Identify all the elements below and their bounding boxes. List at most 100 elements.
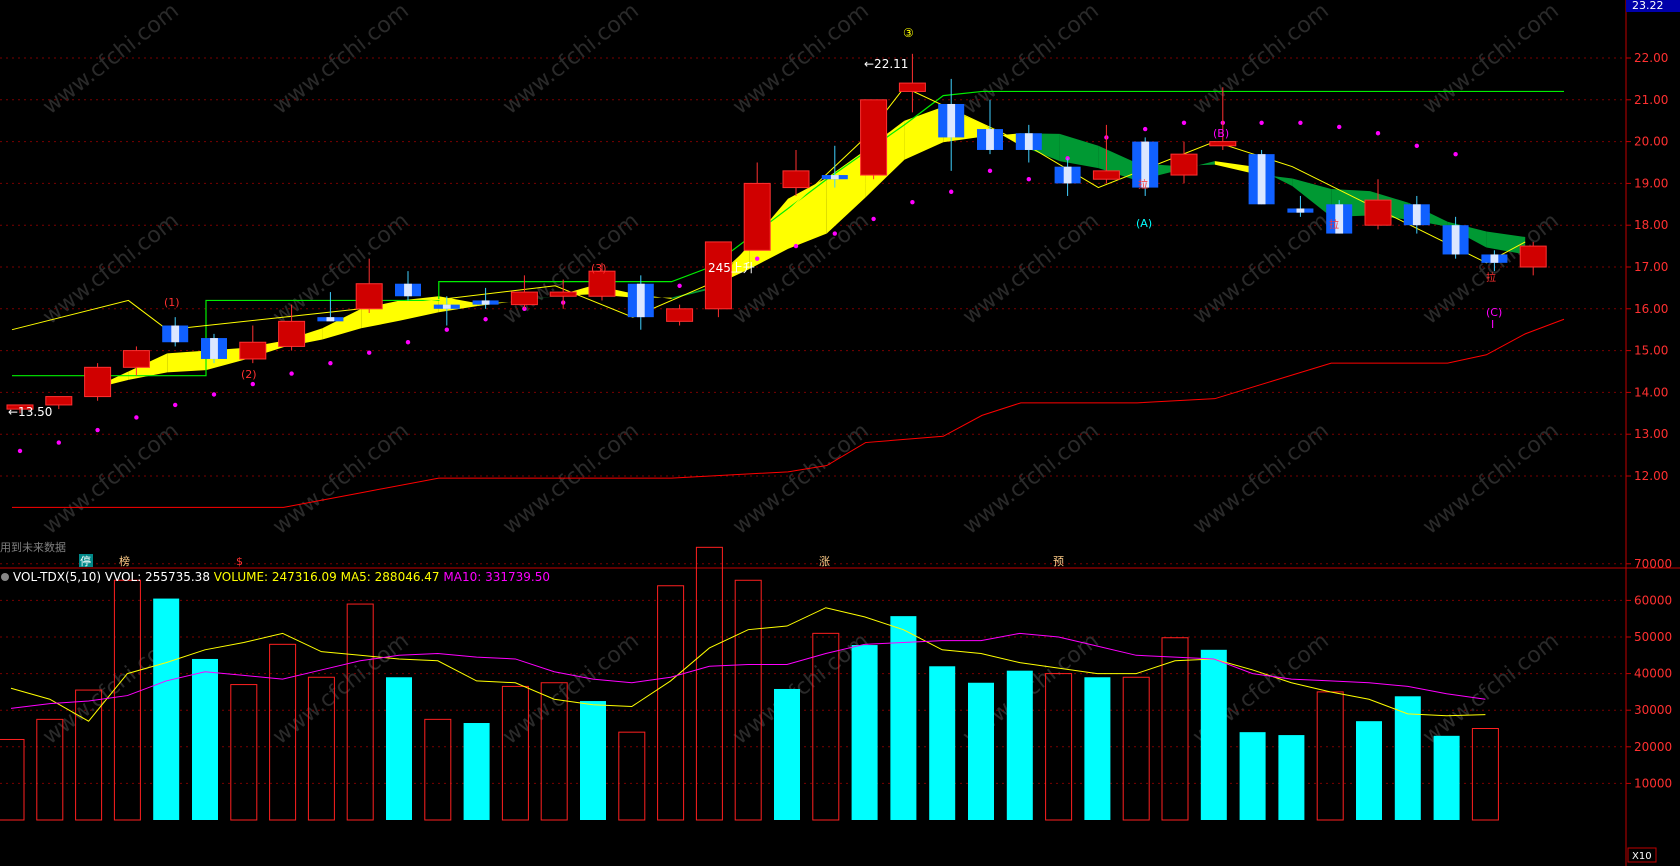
volume-bar-down — [929, 666, 956, 820]
sar-dot — [871, 216, 876, 222]
price-tick-label: 19.00 — [1634, 176, 1668, 190]
sar-dot — [1143, 126, 1148, 132]
candle-body-up — [6, 404, 34, 410]
c-marker: I — [1491, 318, 1494, 331]
volume-tick-label: 10000 — [1634, 776, 1672, 790]
indicator-vvol: VVOL: 255735.38 — [105, 570, 210, 584]
sar-dot — [483, 317, 488, 322]
volume-bar-up — [230, 684, 258, 821]
ribbon-segment — [555, 285, 594, 297]
volume-bar-down — [774, 688, 800, 820]
ribbon-segment — [322, 308, 362, 340]
volume-bar-down — [968, 682, 994, 820]
ribbon-segment — [167, 350, 206, 373]
x10-badge[interactable] — [1627, 847, 1657, 863]
candle-body-up — [782, 170, 810, 189]
wave-1-label: (1) — [164, 296, 180, 309]
volume-bar-down — [890, 616, 917, 820]
sar-dot — [173, 402, 178, 408]
candle-body-shine — [404, 283, 412, 297]
candle-body-up — [510, 291, 538, 306]
candle-body-shine — [830, 175, 839, 180]
candle-body-up — [1209, 141, 1237, 147]
volume-bar-down — [1394, 696, 1421, 820]
candle-body-up — [898, 82, 926, 92]
volume-bar-up — [424, 718, 452, 821]
candle-body-shine — [1257, 154, 1266, 205]
signal-label-4: 涨 — [819, 555, 830, 568]
wave-c-label: (C) — [1486, 306, 1502, 319]
sar-dot — [250, 381, 255, 387]
signal-label-1: 停 — [80, 554, 91, 568]
candle-body-up — [355, 283, 383, 310]
wave-2-label: (2) — [241, 368, 257, 381]
candle-body-shine — [1141, 141, 1150, 188]
candle-body-up — [704, 241, 732, 310]
ribbon-segment — [904, 106, 944, 160]
candle-body-shine — [326, 317, 335, 322]
candle-body-shine — [1063, 166, 1072, 184]
candle-body-up — [1519, 245, 1547, 268]
volume-bar-down — [1278, 735, 1305, 820]
price-tick-label: 20.00 — [1634, 135, 1668, 149]
candle-body-shine — [1451, 225, 1460, 255]
volume-bar-down — [153, 598, 180, 820]
candlesticks — [6, 53, 1547, 414]
volume-tick-label: 20000 — [1634, 740, 1672, 754]
sar-dot — [1337, 124, 1342, 130]
candle-body-up — [549, 291, 577, 297]
wave-b-label: (B) — [1213, 127, 1229, 140]
pull-label-2: 拉 — [1329, 218, 1339, 231]
candle-body-up — [1364, 199, 1392, 226]
sar-dot — [677, 283, 682, 289]
sar-dot — [793, 243, 799, 249]
signal-label-5: 预 — [1053, 555, 1064, 568]
axis-tick-labels: 22.00 21.00 20.00 19.00 18.00 17.00 16.00 15.00… — [1626, 51, 1672, 790]
candle-body-shine — [1296, 208, 1305, 213]
volume-bar-up — [0, 738, 25, 821]
indicator-toggle-icon[interactable] — [1, 573, 9, 581]
top-price-label: 23.22 — [1632, 0, 1664, 12]
signal-box-1 — [79, 554, 93, 567]
candle-body-shine — [1024, 133, 1033, 150]
volume-bar-up — [657, 585, 685, 821]
wave-top-label: ③ — [903, 26, 914, 40]
price-tick-label: 21.00 — [1634, 93, 1668, 107]
candle-body-up — [743, 182, 771, 251]
sar-dot — [444, 327, 449, 332]
sar-dot — [1414, 143, 1420, 148]
pull-label-1: 拉 — [1138, 178, 1148, 191]
candle-body-shine — [210, 338, 218, 359]
volume-bar-up — [269, 643, 297, 821]
volume-tick-label: 40000 — [1634, 667, 1672, 681]
volume-bar-down — [1356, 721, 1382, 820]
pull-label-3: 拉 — [1486, 271, 1496, 284]
ribbon-segment — [788, 177, 827, 249]
volume-bar-down — [1433, 735, 1460, 820]
sar-dot — [289, 371, 294, 376]
candle-body-up — [588, 270, 616, 297]
volume-bar-up — [346, 603, 374, 821]
volume-bar-down — [580, 701, 606, 820]
indicator-name: VOL-TDX(5,10) — [13, 570, 101, 584]
volume-ma5-line — [10, 607, 1486, 722]
volume-bar-up — [618, 731, 646, 821]
sar-dot — [56, 440, 61, 445]
signal-label-2: 榜 — [119, 554, 130, 568]
volume-ma-lines — [10, 607, 1486, 722]
volume-bar-up — [695, 546, 723, 821]
top-price-badge — [1626, 0, 1680, 12]
ribbon-segment — [477, 301, 517, 307]
price-tick-label: 12.00 — [1634, 469, 1668, 483]
candle-body-up — [84, 366, 112, 398]
price-tick-label: 18.00 — [1634, 218, 1668, 232]
support-line — [12, 318, 1565, 508]
future-data-label: 用到未来数据 — [0, 540, 66, 554]
price-tick-label: 14.00 — [1634, 385, 1668, 399]
x10-label[interactable]: X10 — [1632, 851, 1652, 862]
volume-bar-up — [1161, 637, 1189, 821]
volume-tick-label: 70000 — [1634, 557, 1672, 571]
ribbon-segment — [1214, 161, 1254, 174]
price-tick-label: 22.00 — [1634, 51, 1668, 65]
